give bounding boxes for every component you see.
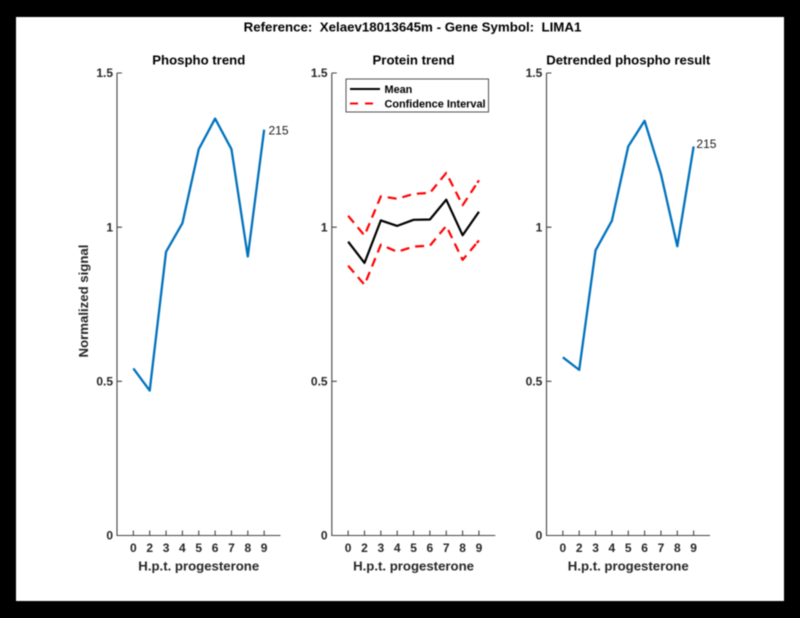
svg-text:0: 0 bbox=[130, 541, 137, 555]
svg-text:H.p.t. progesterone: H.p.t. progesterone bbox=[353, 558, 474, 573]
svg-text:1: 1 bbox=[536, 220, 543, 234]
svg-text:5: 5 bbox=[625, 541, 632, 555]
svg-text:3: 3 bbox=[378, 541, 385, 555]
svg-text:8: 8 bbox=[244, 541, 251, 555]
svg-text:1.5: 1.5 bbox=[96, 66, 113, 80]
svg-text:5: 5 bbox=[410, 541, 417, 555]
svg-text:3: 3 bbox=[592, 541, 599, 555]
svg-text:Phospho trend: Phospho trend bbox=[152, 53, 245, 68]
svg-text:Detrended phospho result: Detrended phospho result bbox=[546, 53, 711, 68]
svg-text:0.5: 0.5 bbox=[311, 375, 328, 389]
svg-text:0.5: 0.5 bbox=[526, 375, 543, 389]
svg-text:0: 0 bbox=[345, 541, 352, 555]
svg-text:H.p.t. progesterone: H.p.t. progesterone bbox=[568, 558, 689, 573]
svg-text:7: 7 bbox=[658, 541, 665, 555]
svg-text:4: 4 bbox=[179, 541, 186, 555]
svg-text:9: 9 bbox=[261, 541, 268, 555]
svg-text:Mean: Mean bbox=[385, 84, 413, 96]
svg-text:2: 2 bbox=[361, 541, 368, 555]
svg-text:215: 215 bbox=[696, 137, 716, 151]
svg-text:0: 0 bbox=[321, 529, 328, 543]
svg-text:H.p.t. progesterone: H.p.t. progesterone bbox=[138, 558, 259, 573]
svg-text:8: 8 bbox=[459, 541, 466, 555]
svg-text:0: 0 bbox=[560, 541, 567, 555]
svg-text:0: 0 bbox=[106, 529, 113, 543]
svg-text:1: 1 bbox=[106, 220, 113, 234]
svg-text:1.5: 1.5 bbox=[526, 66, 543, 80]
svg-text:4: 4 bbox=[609, 541, 616, 555]
svg-text:2: 2 bbox=[576, 541, 583, 555]
svg-text:1.5: 1.5 bbox=[311, 66, 328, 80]
svg-text:Reference: Xelaev18013645m -: Reference: Xelaev18013645m - Gene Symbol… bbox=[244, 19, 582, 34]
svg-text:6: 6 bbox=[427, 541, 434, 555]
svg-text:Confidence Interval: Confidence Interval bbox=[385, 99, 486, 111]
svg-text:6: 6 bbox=[641, 541, 648, 555]
svg-text:2: 2 bbox=[146, 541, 153, 555]
svg-text:Normalized signal: Normalized signal bbox=[76, 245, 91, 358]
svg-text:3: 3 bbox=[163, 541, 170, 555]
svg-text:9: 9 bbox=[476, 541, 483, 555]
svg-text:7: 7 bbox=[228, 541, 235, 555]
svg-text:1: 1 bbox=[321, 220, 328, 234]
svg-text:7: 7 bbox=[443, 541, 450, 555]
svg-text:0.5: 0.5 bbox=[96, 375, 113, 389]
svg-text:8: 8 bbox=[674, 541, 681, 555]
svg-text:215: 215 bbox=[269, 124, 289, 138]
svg-text:5: 5 bbox=[195, 541, 202, 555]
svg-text:9: 9 bbox=[690, 541, 697, 555]
svg-text:Protein trend: Protein trend bbox=[373, 53, 455, 68]
svg-text:6: 6 bbox=[212, 541, 219, 555]
svg-text:0: 0 bbox=[536, 529, 543, 543]
svg-text:4: 4 bbox=[394, 541, 401, 555]
